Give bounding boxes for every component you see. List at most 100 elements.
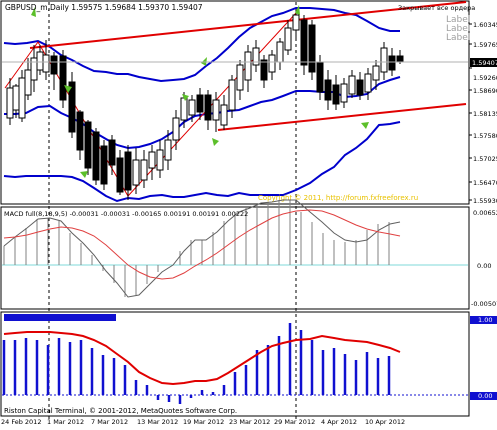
candle-body: [42, 54, 50, 73]
candle-body: [6, 87, 14, 119]
candle-body: [116, 157, 124, 193]
bollinger-upper-band: [3, 7, 400, 83]
svg-text:1.00: 1.00: [478, 316, 492, 324]
candle-body: [30, 57, 38, 81]
candle-body: [108, 139, 116, 166]
svg-text:0.00: 0.00: [478, 392, 492, 400]
terminal-copyright: Riston Capital Terminal, © 2001-2012, Me…: [4, 407, 237, 415]
svg-text:0.00652: 0.00652: [473, 209, 497, 217]
candle-body: [100, 145, 108, 185]
candle-body: [260, 59, 268, 81]
svg-text:1.59765: 1.59765: [473, 41, 497, 49]
chart-header: GBPUSD_m,Daily 1.59575 1.59684 1.59370 1…: [5, 3, 203, 12]
svg-text:19 Mar 2012: 19 Mar 2012: [183, 418, 224, 426]
candle-body: [388, 55, 396, 71]
candle-body: [172, 117, 180, 141]
svg-text:0.00: 0.00: [477, 262, 491, 270]
svg-text:1 Mar 2012: 1 Mar 2012: [47, 418, 84, 426]
macd-header: MACD full(8,18,9,5) -0.00031 -0.00031 -0…: [4, 210, 248, 218]
candle-body: [268, 54, 276, 73]
candle-body: [372, 65, 380, 81]
candle-body: [228, 79, 236, 111]
svg-text:1.57025: 1.57025: [473, 155, 497, 163]
svg-text:1.55930: 1.55930: [473, 197, 497, 205]
candle-body: [380, 47, 388, 73]
candle-body: [124, 151, 132, 191]
svg-text:1.58690: 1.58690: [473, 87, 497, 95]
svg-text:10 Apr 2012: 10 Apr 2012: [365, 418, 405, 426]
label-object-3[interactable]: Label: [446, 33, 470, 43]
candle-body: [292, 14, 300, 31]
fractal-down-arrow: [64, 85, 72, 93]
macd-panel[interactable]: MACD full(8,18,9,5) -0.00031 -0.00031 -0…: [0, 199, 470, 310]
svg-text:13 Mar 2012: 13 Mar 2012: [137, 418, 178, 426]
candle-body: [212, 99, 220, 121]
candle-body: [188, 99, 196, 116]
candle-body: [140, 159, 148, 181]
macd-histogram: [3, 200, 390, 297]
candle-body: [236, 64, 244, 91]
bottom-indicator-panel[interactable]: Riston Capital Terminal, © 2001-2012, Me…: [0, 311, 470, 417]
svg-text:23 Mar 2012: 23 Mar 2012: [229, 418, 270, 426]
candle-body: [364, 73, 372, 93]
macd-signal-line: [3, 209, 401, 280]
candle-body: [204, 94, 212, 121]
svg-text:7 Mar 2012: 7 Mar 2012: [91, 418, 128, 426]
macd-axis: 0.00652 0.00 -0.00507: [471, 209, 497, 308]
fractal-down-arrow: [80, 171, 88, 178]
indicator-signal-line: [3, 331, 401, 386]
fractal-up-arrow: [31, 7, 36, 17]
candle-body: [244, 51, 252, 81]
candle-body: [300, 19, 308, 66]
candle-body: [252, 47, 260, 66]
svg-text:1.58135: 1.58135: [473, 110, 497, 118]
candle-body: [348, 75, 356, 95]
candle-body: [68, 81, 76, 133]
candle-body: [220, 104, 228, 126]
label-object-1[interactable]: Label: [446, 15, 470, 25]
candle-body: [284, 27, 292, 51]
channel-upper-line: [29, 1, 467, 49]
svg-text:1.57580: 1.57580: [473, 132, 497, 140]
copyright-watermark: Copyright © 2011, http://forum.fxfreefor…: [258, 194, 418, 202]
channel-lower-line: [217, 103, 467, 131]
candle-body: [316, 61, 324, 93]
current-price-label: 1.59407: [472, 59, 497, 67]
svg-text:1.60345: 1.60345: [473, 21, 497, 29]
fractal-down-arrow: [212, 138, 219, 146]
candle-body: [18, 77, 26, 119]
fractal-up-arrow: [295, 5, 300, 15]
candle-body: [92, 131, 100, 181]
candle-body: [12, 85, 20, 111]
candle-body: [276, 41, 284, 63]
candle-body: [164, 139, 172, 161]
candle-body: [396, 55, 404, 63]
candle-body: [59, 55, 67, 101]
bottom-axis: 1.00 0.00: [470, 316, 497, 400]
indicator-title-bar: [4, 314, 116, 321]
svg-text:1.56470: 1.56470: [473, 179, 497, 187]
candle-body: [196, 94, 204, 113]
candle-body: [340, 83, 348, 103]
price-axis: 1.60345 1.59765 1.59260 1.58690 1.58135 …: [469, 21, 497, 205]
price-chart-panel[interactable]: GBPUSD_m,Daily 1.59575 1.59684 1.59370 1…: [0, 0, 475, 419]
candle-body: [332, 84, 340, 105]
macd-main-line: [3, 199, 401, 298]
candle-body: [324, 79, 332, 101]
indicator-histogram: [2, 323, 391, 404]
candle-body: [180, 97, 188, 121]
label-object-2[interactable]: Label: [446, 24, 470, 34]
bollinger-lower-band: [3, 121, 401, 203]
candle-body: [76, 111, 84, 151]
time-axis: 24 Feb 2012 1 Mar 2012 7 Mar 2012 13 Mar…: [1, 418, 405, 426]
svg-text:29 Mar 2012: 29 Mar 2012: [274, 418, 315, 426]
close-orders-text[interactable]: Закрывает все ордера: [398, 4, 475, 12]
candle-body: [156, 149, 164, 171]
svg-text:-0.00507: -0.00507: [471, 300, 497, 308]
fractal-down-arrow: [182, 94, 189, 101]
candle-body: [308, 24, 316, 73]
fractal-down-arrow: [361, 122, 369, 129]
candle-body: [24, 69, 32, 96]
candle-body: [84, 121, 92, 169]
